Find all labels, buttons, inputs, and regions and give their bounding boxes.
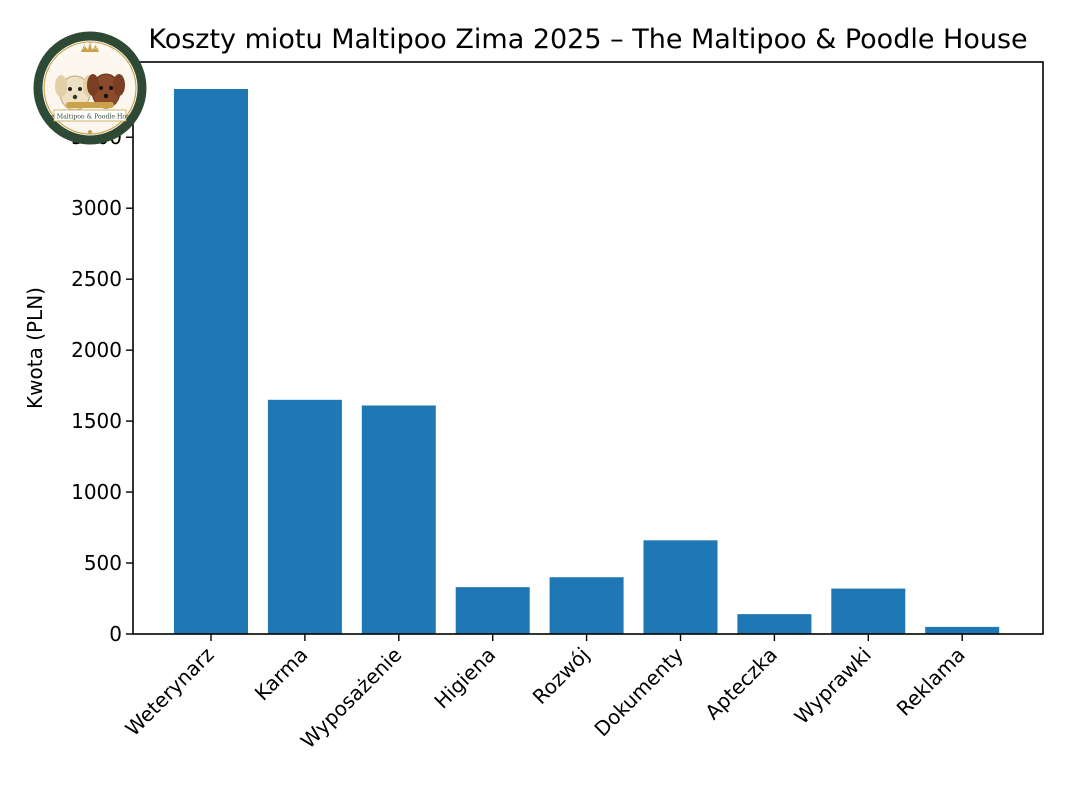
x-tick-label: Wyprawki (790, 643, 876, 729)
y-tick-label: 2500 (71, 267, 122, 291)
crown-icon (81, 42, 99, 52)
logo-bottom-text: The Maltipoo & Poodle House (43, 114, 137, 121)
x-tick-label: Reklama (892, 643, 970, 721)
x-tick-label: Dokumenty (589, 642, 688, 741)
bar-3 (455, 587, 530, 634)
x-tick-label: Apteczka (700, 643, 782, 725)
y-tick-label: 0 (109, 622, 122, 646)
x-tick-label: Rozwój (528, 643, 594, 709)
bar-2 (361, 405, 436, 634)
y-tick-label: 3000 (71, 196, 122, 220)
paw-icon (88, 130, 92, 134)
y-axis-label: Kwota (PLN) (23, 287, 47, 409)
bar-0 (174, 88, 248, 634)
bar-8 (925, 626, 1000, 634)
bar-5 (643, 540, 718, 634)
chart-title: Koszty miotu Maltipoo Zima 2025 – The Ma… (148, 24, 1027, 55)
x-tick-label: Wyposażenie (296, 643, 406, 753)
x-tick-label: Higiena (429, 643, 500, 714)
y-tick-label: 1500 (71, 409, 122, 433)
plot-frame (132, 61, 1044, 635)
y-tick-label: 500 (84, 551, 122, 575)
bar-1 (267, 399, 342, 634)
x-tick-label: Karma (250, 643, 313, 706)
x-tick-label: Weterynarz (120, 643, 218, 741)
bar-7 (831, 588, 906, 634)
bar-4 (549, 577, 624, 634)
y-tick-label: 2000 (71, 338, 122, 362)
y-tick-label: 1000 (71, 480, 122, 504)
bar-6 (737, 614, 812, 634)
brand-logo: The Maltipoo & Poodle House PREMIUM BREE… (33, 31, 147, 145)
